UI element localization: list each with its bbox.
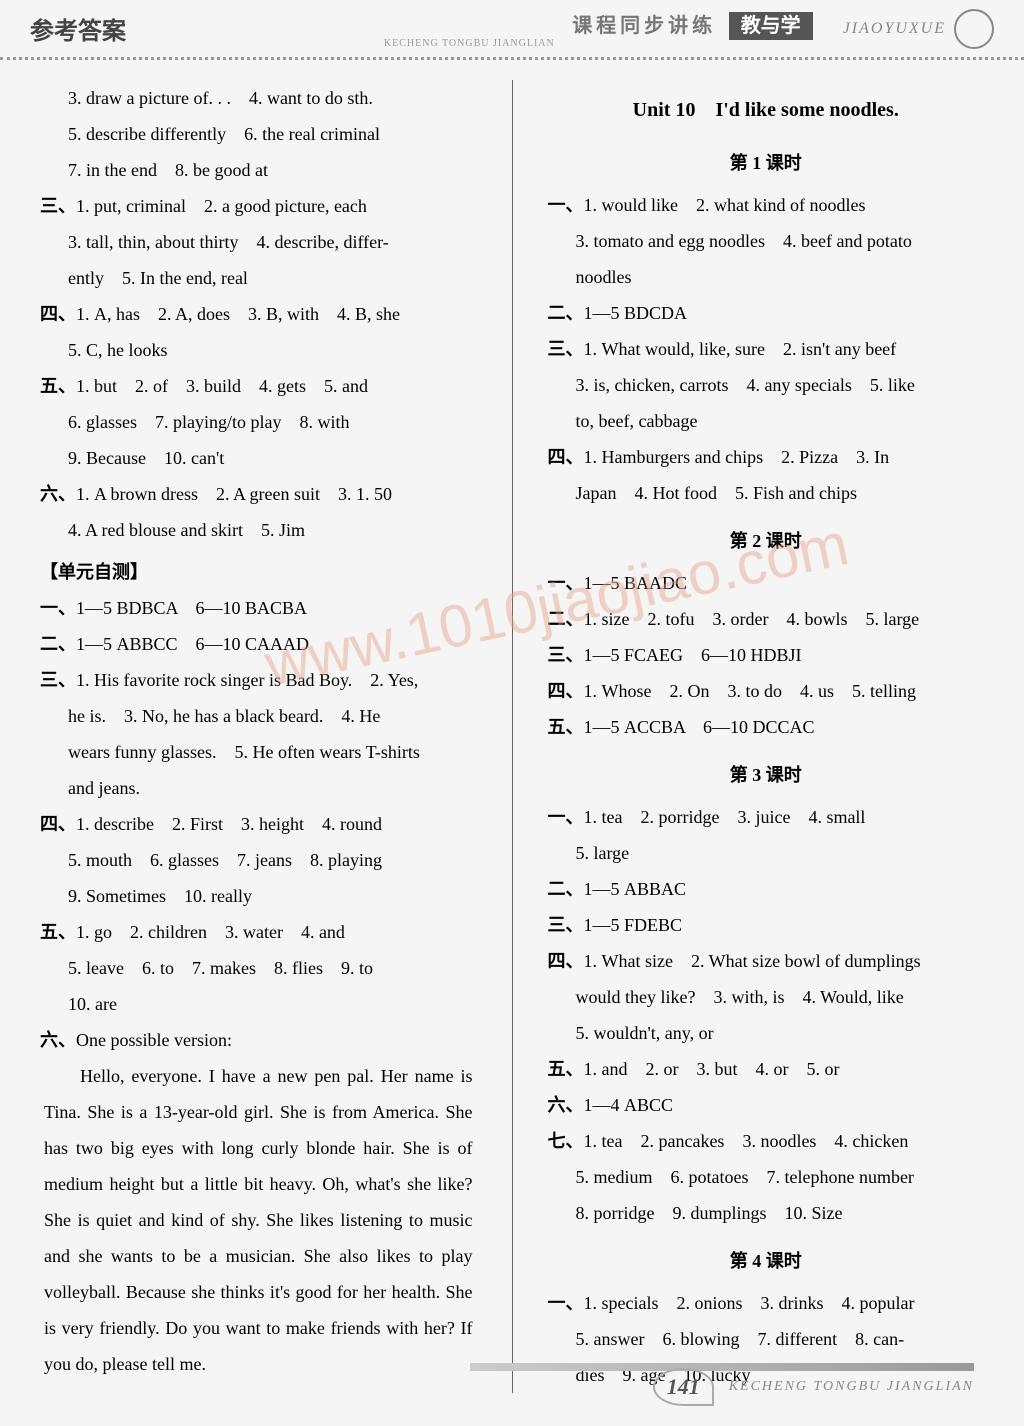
text: 1. tea 2. porridge 3. juice 4. small [584,807,866,827]
answer-line: 5. describe differently 6. the real crim… [40,116,477,152]
answer-line: 五、1. and 2. or 3. but 4. or 5. or [548,1051,985,1087]
header-logo-icon [954,9,994,49]
text: 1. would like 2. what kind of noodles [584,195,866,215]
column-divider [512,80,513,1393]
answer-line: 四、1. Hamburgers and chips 2. Pizza 3. In [548,439,985,475]
answer-line: Japan 4. Hot food 5. Fish and chips [548,475,985,511]
answer-line: he is. 3. No, he has a black beard. 4. H… [40,698,477,734]
answer-line: 三、1—5 FCAEG 6—10 HDBJI [548,637,985,673]
text: 1. What size 2. What size bowl of dumpli… [584,951,921,971]
answer-line: 五、1—5 ACCBA 6—10 DCCAC [548,709,985,745]
answer-line: 4. A red blouse and skirt 5. Jim [40,512,477,548]
text: 1. but 2. of 3. build 4. gets 5. and [76,376,368,396]
answer-line: 三、1. His favorite rock singer is Bad Boy… [40,662,477,698]
header-center: 课程同步讲练 [572,15,716,37]
answer-line: 七、1. tea 2. pancakes 3. noodles 4. chick… [548,1123,985,1159]
text: One possible version: [76,1030,232,1050]
lesson-title: 第 1 课时 [548,145,985,181]
text: 1. describe 2. First 3. height 4. round [76,814,382,834]
answer-line: and jeans. [40,770,477,806]
lesson-title: 第 3 课时 [548,757,985,793]
answer-line: 二、1—5 ABBCC 6—10 CAAAD [40,626,477,662]
answer-line: 一、1—5 BDBCA 6—10 BACBA [40,590,477,626]
answer-line: 三、1—5 FDEBC [548,907,985,943]
answer-line: 五、1. but 2. of 3. build 4. gets 5. and [40,368,477,404]
text: 1. Hamburgers and chips 2. Pizza 3. In [584,447,890,467]
content-area: 3. draw a picture of. . . 4. want to do … [0,60,1024,1413]
answer-line: 9. Sometimes 10. really [40,878,477,914]
unit-test-title: 【单元自测】 [40,554,477,590]
answer-line: 10. are [40,986,477,1022]
answer-line: 四、1. What size 2. What size bowl of dump… [548,943,985,979]
header-subtitle: JIAOYUXUE [843,20,946,38]
answer-line: 六、One possible version: [40,1022,477,1058]
answer-line: 9. Because 10. can't [40,440,477,476]
answer-line: 一、1—5 BAADC [548,565,985,601]
text: 1—5 BDBCA 6—10 BACBA [76,598,307,618]
text: 1. put, criminal 2. a good picture, each [76,196,367,216]
answer-line: 五、1. go 2. children 3. water 4. and [40,914,477,950]
text: 1. What would, like, sure 2. isn't any b… [584,339,897,359]
page-number: 141 [653,1368,714,1406]
lesson-title: 第 2 课时 [548,523,985,559]
answer-line: 5. leave 6. to 7. makes 8. flies 9. to [40,950,477,986]
answer-line: 一、1. specials 2. onions 3. drinks 4. pop… [548,1285,985,1321]
text: 1. tea 2. pancakes 3. noodles 4. chicken [584,1131,909,1151]
text: 1. A brown dress 2. A green suit 3. 1. 5… [76,484,392,504]
page-header: 参考答案 课程同步讲练 教与学 KECHENG TONGBU JIANGLIAN… [0,0,1024,60]
answer-line: wears funny glasses. 5. He often wears T… [40,734,477,770]
answer-line: 六、1—4 ABCC [548,1087,985,1123]
answer-line: 三、1. put, criminal 2. a good picture, ea… [40,188,477,224]
answer-line: to, beef, cabbage [548,403,985,439]
text: 1. A, has 2. A, does 3. B, with 4. B, sh… [76,304,400,324]
text: 1—5 ABBCC 6—10 CAAAD [76,634,309,654]
answer-line: 3. is, chicken, carrots 4. any specials … [548,367,985,403]
answer-line: 3. tall, thin, about thirty 4. describe,… [40,224,477,260]
answer-line: 7. in the end 8. be good at [40,152,477,188]
text: 1. go 2. children 3. water 4. and [76,922,345,942]
header-title: 参考答案 [30,11,126,46]
header-badge: 教与学 [729,12,813,40]
answer-line: 四、1. A, has 2. A, does 3. B, with 4. B, … [40,296,477,332]
answer-line: 六、1. A brown dress 2. A green suit 3. 1.… [40,476,477,512]
answer-line: ently 5. In the end, real [40,260,477,296]
answer-line: 三、1. What would, like, sure 2. isn't any… [548,331,985,367]
answer-line: 3. tomato and egg noodles 4. beef and po… [548,223,985,259]
answer-line: 5. large [548,835,985,871]
page-footer: 141 KECHENG TONGBU JIANGLIAN [653,1368,974,1406]
footer-text: KECHENG TONGBU JIANGLIAN [729,1379,974,1395]
answer-line: 四、1. Whose 2. On 3. to do 4. us 5. telli… [548,673,985,709]
answer-line: 二、1—5 BDCDA [548,295,985,331]
essay-paragraph: Hello, everyone. I have a new pen pal. H… [40,1058,477,1382]
answer-line: 6. glasses 7. playing/to play 8. with [40,404,477,440]
answer-line: 一、1. tea 2. porridge 3. juice 4. small [548,799,985,835]
text: 1. His favorite rock singer is Bad Boy. … [76,670,418,690]
answer-line: 5. mouth 6. glasses 7. jeans 8. playing [40,842,477,878]
lesson-title: 第 4 课时 [548,1243,985,1279]
answer-line: 5. medium 6. potatoes 7. telephone numbe… [548,1159,985,1195]
answer-line: 5. wouldn't, any, or [548,1015,985,1051]
answer-line: 二、1—5 ABBAC [548,871,985,907]
right-column: Unit 10 I'd like some noodles. 第 1 课时 一、… [548,80,985,1393]
left-column: 3. draw a picture of. . . 4. want to do … [40,80,477,1393]
text: 1. specials 2. onions 3. drinks 4. popul… [584,1293,915,1313]
answer-line: 3. draw a picture of. . . 4. want to do … [40,80,477,116]
header-pinyin: KECHENG TONGBU JIANGLIAN [126,38,813,49]
unit-title: Unit 10 I'd like some noodles. [548,90,985,130]
answer-line: 二、1. size 2. tofu 3. order 4. bowls 5. l… [548,601,985,637]
answer-line: 8. porridge 9. dumplings 10. Size [548,1195,985,1231]
answer-line: 5. answer 6. blowing 7. different 8. can… [548,1321,985,1357]
answer-line: 一、1. would like 2. what kind of noodles [548,187,985,223]
answer-line: noodles [548,259,985,295]
answer-line: would they like? 3. with, is 4. Would, l… [548,979,985,1015]
answer-line: 四、1. describe 2. First 3. height 4. roun… [40,806,477,842]
answer-line: 5. C, he looks [40,332,477,368]
